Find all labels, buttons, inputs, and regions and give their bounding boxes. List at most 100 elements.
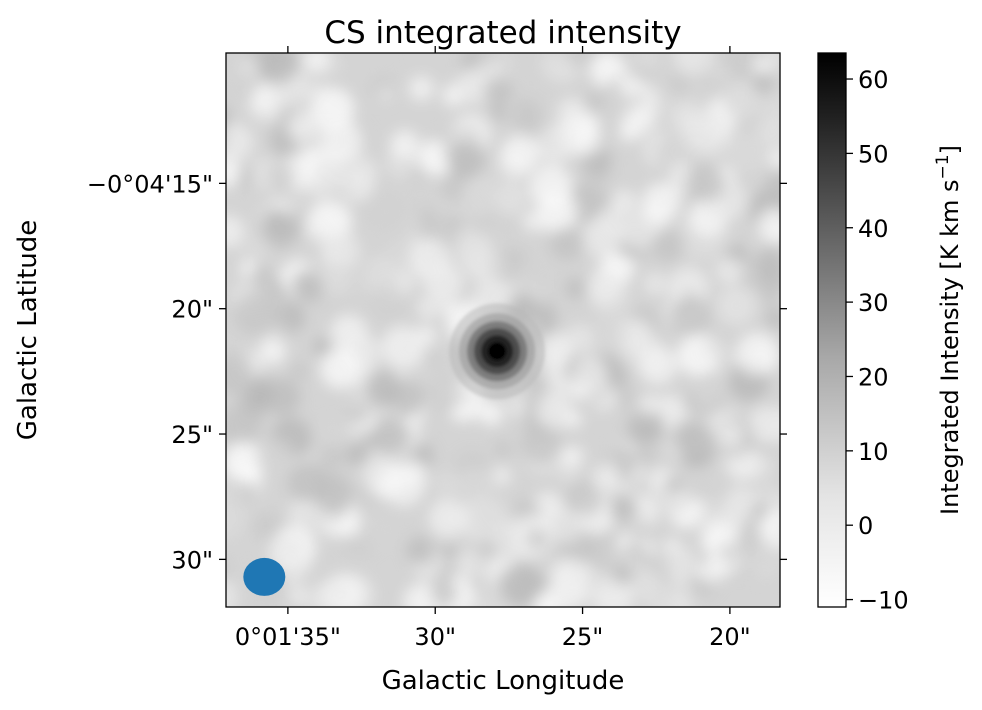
noise-blob [268, 162, 295, 189]
noise-blob [735, 331, 779, 376]
noise-blob [490, 104, 509, 122]
noise-blob [641, 505, 660, 524]
noise-blob [619, 74, 642, 97]
noise-blob [499, 563, 543, 607]
noise-blob [523, 211, 544, 232]
noise-blob [771, 494, 780, 514]
noise-blob [376, 83, 395, 103]
noise-blob [722, 81, 760, 119]
noise-blob [765, 407, 780, 441]
noise-blob [638, 393, 661, 416]
noise-blob [634, 64, 651, 82]
noise-blob [313, 473, 353, 513]
noise-blob [233, 292, 277, 336]
noise-blob [260, 209, 300, 249]
noise-blob [334, 53, 353, 61]
noise-blob [250, 514, 275, 539]
noise-blob [596, 205, 632, 242]
noise-blob [536, 392, 573, 429]
noise-blob [715, 256, 743, 284]
colorbar-tick-label: 40 [858, 215, 889, 243]
chart-title: CS integrated intensity [324, 15, 681, 51]
noise-blob [714, 353, 735, 375]
noise-blob [348, 417, 369, 438]
noise-blob [550, 226, 585, 261]
colorbar-tick-label: −10 [858, 587, 909, 615]
noise-blob [752, 55, 773, 76]
noise-blob [668, 75, 691, 98]
noise-blob [433, 471, 460, 498]
x-axis-label: Galactic Longitude [382, 666, 625, 696]
noise-blob [226, 215, 245, 248]
noise-blob [274, 302, 305, 333]
noise-blob [345, 442, 370, 467]
noise-blob [487, 255, 508, 276]
noise-blob [638, 346, 678, 386]
noise-blob [288, 107, 322, 142]
noise-blob [494, 440, 511, 458]
noise-blob [548, 509, 583, 544]
noise-blob [360, 458, 385, 483]
noise-blob [671, 286, 689, 303]
noise-blob [759, 278, 780, 306]
noise-blob [479, 401, 503, 426]
noise-blob [226, 71, 257, 107]
emission-peak [449, 303, 546, 400]
noise-blob [537, 332, 573, 368]
noise-blob [226, 361, 243, 391]
noise-blob [406, 536, 435, 565]
noise-blob [455, 232, 494, 271]
noise-blob [754, 246, 780, 279]
noise-blob [544, 53, 565, 58]
noise-blob [302, 53, 329, 74]
noise-blob [500, 135, 540, 174]
beam-ellipse [243, 557, 286, 596]
noise-blob [291, 269, 322, 300]
noise-blob [207, 334, 224, 351]
noise-blob [704, 337, 725, 359]
y-tick-label: 25" [171, 421, 213, 449]
noise-blob [226, 123, 254, 161]
noise-blob [581, 154, 602, 175]
noise-blob [409, 237, 452, 280]
noise-blob [556, 97, 587, 127]
x-tick-label: 25" [562, 623, 604, 651]
noise-blob [513, 258, 547, 292]
noise-blob [447, 141, 485, 179]
noise-blob [457, 387, 474, 404]
noise-blob [560, 446, 582, 468]
noise-blob [750, 501, 769, 520]
noise-blob [584, 91, 606, 113]
colorbar-tick-label: 50 [858, 140, 889, 168]
colorbar-ticks: −10 0 10 20 30 40 50 60 [846, 66, 909, 615]
noise-blob [422, 374, 463, 414]
noise-blob [363, 190, 404, 231]
noise-blob [565, 478, 604, 517]
noise-blob [455, 465, 494, 505]
noise-blob [492, 466, 512, 486]
colorbar-tick-label: 20 [858, 363, 889, 391]
noise-blob [496, 216, 516, 236]
x-tick-label: 30" [414, 623, 456, 651]
noise-blob [719, 502, 745, 528]
noise-blob [258, 53, 299, 85]
noise-blob [764, 167, 780, 207]
noise-blob [226, 158, 243, 188]
noise-blob [684, 474, 712, 502]
noise-blob [774, 522, 780, 538]
noise-blob [509, 99, 542, 132]
noise-blob [385, 238, 418, 271]
noise-blob [226, 579, 239, 607]
noise-blob [320, 445, 345, 471]
noise-blob [226, 108, 231, 129]
colorbar [817, 52, 847, 608]
noise-blob [327, 181, 353, 208]
noise-blob [422, 347, 448, 373]
noise-blob [521, 424, 561, 465]
noise-blob [764, 86, 780, 103]
noise-blob [408, 75, 435, 102]
noise-blob [682, 392, 702, 412]
noise-blob [675, 422, 716, 463]
y-tick-label: 20" [171, 296, 213, 324]
